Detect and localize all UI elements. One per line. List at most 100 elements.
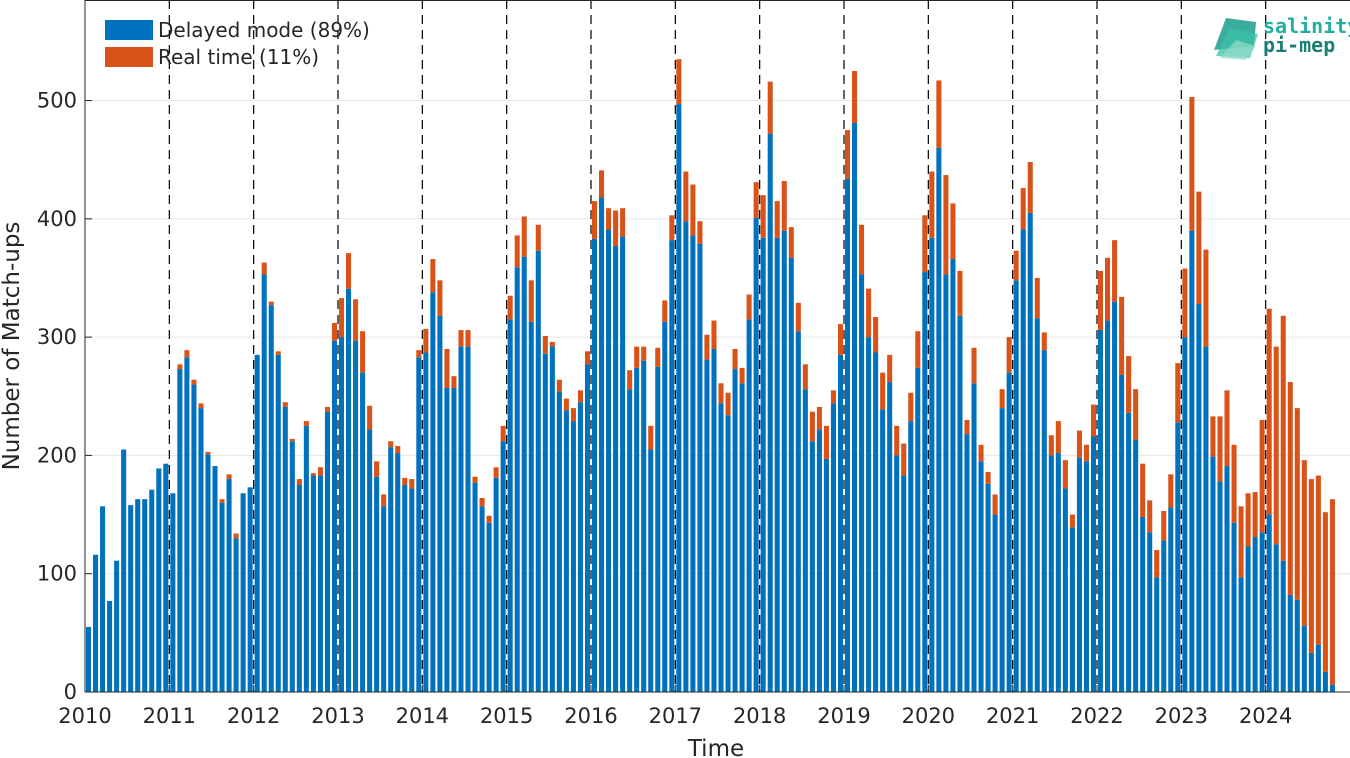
bar-real-time	[430, 259, 436, 293]
bar-delayed-mode	[1287, 595, 1293, 692]
bar-delayed-mode	[219, 502, 225, 692]
bar-real-time	[852, 70, 858, 124]
bar-delayed-mode	[542, 353, 548, 692]
bar-delayed-mode	[599, 197, 605, 693]
bar-real-time	[1308, 479, 1314, 653]
bar-delayed-mode	[556, 391, 562, 692]
bar-delayed-mode	[760, 237, 766, 692]
bar-delayed-mode	[978, 461, 984, 692]
bar-delayed-mode	[1245, 546, 1251, 692]
bar-real-time	[458, 330, 464, 347]
bar-delayed-mode	[1154, 577, 1160, 692]
bar-delayed-mode	[915, 367, 921, 692]
bar-delayed-mode	[247, 487, 253, 692]
bar-delayed-mode	[844, 178, 851, 693]
bar-delayed-mode	[360, 372, 366, 692]
bar-delayed-mode	[746, 319, 752, 692]
bar-delayed-mode	[634, 367, 640, 692]
bar-real-time	[1217, 416, 1223, 482]
bar-delayed-mode	[690, 235, 696, 692]
bar-real-time	[591, 201, 598, 239]
bar-real-time	[971, 347, 977, 384]
bar-delayed-mode	[1266, 514, 1272, 692]
bar-delayed-mode	[788, 257, 794, 692]
x-tick-label: 2014	[396, 704, 449, 728]
bar-delayed-mode	[922, 272, 928, 692]
bar-delayed-mode	[1231, 522, 1237, 692]
bar-delayed-mode	[254, 354, 260, 692]
bar-delayed-mode	[1112, 301, 1118, 692]
bar-real-time	[409, 479, 415, 489]
y-tick-label: 500	[37, 89, 77, 113]
bar-real-time	[1090, 404, 1097, 437]
bar-delayed-mode	[1027, 212, 1033, 692]
bar-delayed-mode	[549, 346, 555, 692]
bar-real-time	[669, 215, 675, 241]
bar-real-time	[1006, 337, 1012, 373]
bar-delayed-mode	[1322, 671, 1328, 692]
bar-delayed-mode	[1329, 684, 1335, 692]
bar-delayed-mode	[317, 475, 323, 692]
bar-delayed-mode	[500, 441, 506, 692]
bar-delayed-mode	[992, 514, 998, 692]
bar-real-time	[1231, 444, 1237, 523]
bar-real-time	[830, 390, 836, 404]
bar-real-time	[1034, 277, 1040, 319]
bar-real-time	[837, 324, 844, 355]
legend-swatch-delayed	[105, 20, 153, 40]
bar-real-time	[289, 438, 295, 442]
bar-real-time	[1069, 514, 1075, 528]
bar-real-time	[1097, 270, 1104, 331]
bar-real-time	[1259, 419, 1265, 533]
bar-delayed-mode	[381, 506, 387, 692]
bar-real-time	[1147, 500, 1153, 533]
bar-real-time	[894, 425, 900, 456]
bar-real-time	[360, 331, 366, 373]
bar-real-time	[1210, 416, 1216, 457]
bar-delayed-mode	[282, 406, 288, 692]
bar-real-time	[950, 203, 956, 260]
bar-real-time	[584, 351, 591, 365]
bar-delayed-mode	[641, 360, 647, 692]
x-tick-label: 2024	[1239, 704, 1292, 728]
bar-delayed-mode	[669, 240, 675, 692]
bar-real-time	[1238, 506, 1244, 578]
grid-lines	[85, 100, 1350, 575]
bar-real-time	[528, 280, 534, 322]
salinity-pi-mep-logo: salinity pi-mep	[1214, 14, 1350, 60]
bar-delayed-mode	[535, 250, 541, 692]
bar-delayed-mode	[613, 246, 619, 693]
bar-delayed-mode	[1034, 318, 1040, 692]
bar-delayed-mode	[93, 554, 99, 692]
bar-delayed-mode	[395, 453, 401, 692]
y-tick-label: 200	[37, 443, 77, 467]
bar-delayed-mode	[676, 104, 682, 693]
bar-real-time	[816, 406, 822, 430]
bar-real-time	[823, 425, 829, 459]
bar-real-time	[338, 298, 345, 338]
bar-real-time	[802, 364, 808, 390]
bar-delayed-mode	[402, 484, 408, 692]
bar-real-time	[1105, 257, 1111, 321]
bar-real-time	[1245, 493, 1251, 547]
bar-real-time	[908, 392, 914, 422]
bar-real-time	[704, 334, 710, 360]
bar-delayed-mode	[795, 331, 801, 692]
bar-real-time	[346, 253, 352, 289]
bar-real-time	[964, 419, 970, 435]
bar-delayed-mode	[704, 359, 710, 692]
bar-real-time	[613, 210, 619, 247]
bar-real-time	[599, 170, 605, 198]
bar-delayed-mode	[591, 238, 598, 692]
bar-real-time	[1280, 315, 1286, 561]
bar-delayed-mode	[774, 237, 780, 692]
bar-real-time	[282, 402, 288, 407]
bar-real-time	[275, 351, 281, 355]
bar-delayed-mode	[964, 434, 970, 692]
bar-delayed-mode	[683, 221, 689, 692]
bar-real-time	[324, 406, 330, 412]
bar-delayed-mode	[1273, 544, 1279, 692]
bar-delayed-mode	[1119, 374, 1125, 692]
bar-real-time	[1322, 512, 1328, 672]
